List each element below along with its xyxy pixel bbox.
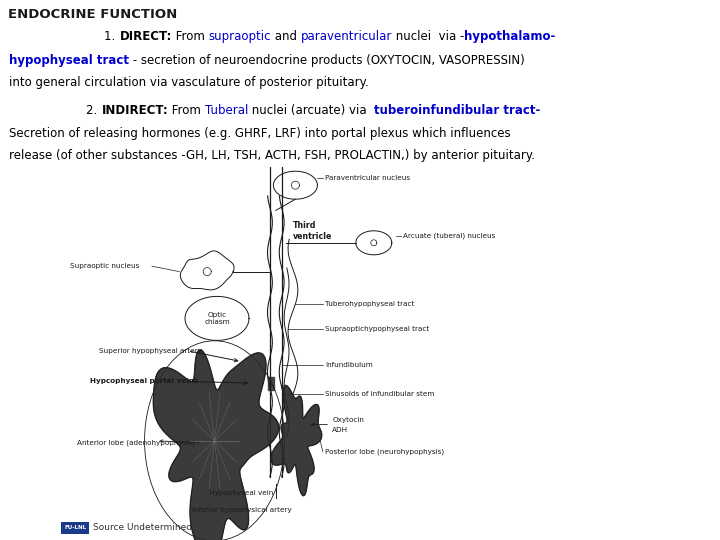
Text: Source Undetermined: Source Undetermined [93, 523, 192, 532]
Text: Hypophyseal vein: Hypophyseal vein [210, 490, 274, 496]
Bar [268, 384, 274, 390]
Text: Supraoptic nucleus: Supraoptic nucleus [70, 263, 140, 269]
Text: From: From [172, 30, 208, 43]
Text: Inferior hypophysical artery: Inferior hypophysical artery [192, 507, 292, 513]
Text: Optic
chiasm: Optic chiasm [204, 312, 230, 325]
Text: INDIRECT:: INDIRECT: [102, 104, 168, 117]
Text: Tuberohypophyseal tract: Tuberohypophyseal tract [325, 301, 414, 307]
FancyBboxPatch shape [61, 522, 89, 534]
Text: Posterior lobe (neurohypophysis): Posterior lobe (neurohypophysis) [325, 448, 444, 455]
Text: DIRECT:: DIRECT: [120, 30, 172, 43]
Text: Hypcophyseal portal veins: Hypcophyseal portal veins [89, 379, 198, 384]
Text: into general circulation via vasculature of posterior pituitary.: into general circulation via vasculature… [9, 76, 369, 89]
Text: Secretion of releasing hormones (e.g. GHRF, LRF) into portal plexus which influe: Secretion of releasing hormones (e.g. GH… [9, 127, 511, 140]
Text: Superior hypophyseal artery: Superior hypophyseal artery [99, 348, 202, 354]
Text: ADH: ADH [332, 427, 348, 433]
Text: Sinusoids of infundibular stem: Sinusoids of infundibular stem [325, 391, 434, 397]
Text: From: From [168, 104, 204, 117]
Text: Tuberal: Tuberal [204, 104, 248, 117]
Text: Oxytocin: Oxytocin [332, 416, 364, 423]
Polygon shape [271, 386, 322, 496]
Text: Arcuate (tuberal) nucleus: Arcuate (tuberal) nucleus [403, 232, 495, 239]
Text: paraventricular: paraventricular [301, 30, 392, 43]
Text: FU-LNL: FU-LNL [64, 525, 86, 530]
Text: 1.: 1. [104, 30, 120, 43]
Text: ENDOCRINE FUNCTION: ENDOCRINE FUNCTION [8, 8, 177, 21]
Text: release (of other substances -GH, LH, TSH, ACTH, FSH, PROLACTIN,) by anterior pi: release (of other substances -GH, LH, TS… [9, 148, 536, 161]
Text: Third
ventricle: Third ventricle [293, 221, 333, 241]
Text: Infundibulum: Infundibulum [325, 362, 372, 368]
Bar [268, 376, 274, 383]
Text: Paraventricular nucleus: Paraventricular nucleus [325, 175, 410, 181]
Text: nuclei (arcuate) via: nuclei (arcuate) via [248, 104, 374, 117]
Text: nuclei  via -: nuclei via - [392, 30, 464, 43]
Text: 2.: 2. [86, 104, 102, 117]
Text: supraoptic: supraoptic [208, 30, 271, 43]
Text: Supraoptichypophyseal tract: Supraoptichypophyseal tract [325, 326, 429, 332]
Polygon shape [153, 350, 279, 540]
Text: and: and [271, 30, 301, 43]
Text: tuberoinfundibular tract-: tuberoinfundibular tract- [374, 104, 541, 117]
Text: hypophyseal tract: hypophyseal tract [9, 54, 130, 67]
Text: hypothalamo-: hypothalamo- [464, 30, 556, 43]
Text: - secretion of neuroendocrine products (OXYTOCIN, VASOPRESSIN): - secretion of neuroendocrine products (… [130, 54, 525, 67]
Text: Anterior lobe (adenohypophysis): Anterior lobe (adenohypophysis) [77, 440, 195, 446]
